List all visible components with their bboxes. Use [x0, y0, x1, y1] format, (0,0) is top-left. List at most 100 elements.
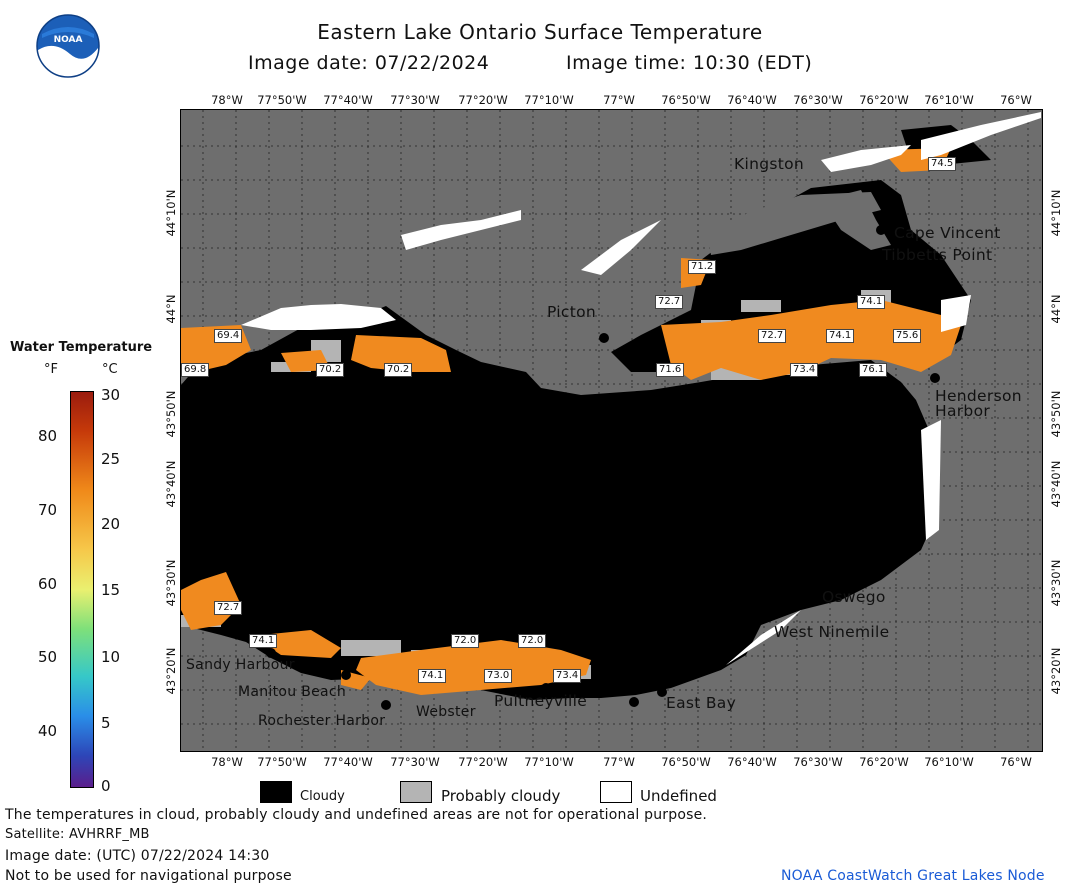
temp-label: 72.0 — [518, 634, 547, 648]
place-tibbetts-point: Tibbetts Point — [882, 246, 993, 264]
legend-cloudy-swatch — [260, 781, 292, 803]
legend-cloudy-label: Cloudy — [300, 789, 345, 804]
colorbar-tick-f: 50 — [38, 648, 58, 666]
temp-label: 71.6 — [656, 363, 685, 377]
colorbar-unit-c: °C — [102, 362, 118, 377]
longitude-label: 77°30'W — [390, 755, 440, 769]
place-picton: Picton — [547, 303, 597, 321]
temp-label: 76.1 — [859, 363, 888, 377]
place-west-ninemile: West Ninemile — [774, 623, 890, 641]
map-frame — [180, 109, 1043, 752]
lake-cloudy-area — [181, 306, 939, 700]
longitude-label: 77°40'W — [323, 755, 373, 769]
longitude-label: 77°20'W — [458, 93, 508, 107]
temp-label: 70.2 — [316, 363, 345, 377]
latitude-label: 44°10'N — [164, 189, 178, 237]
temp-label: 74.1 — [857, 295, 886, 309]
temp-label: 69.8 — [181, 363, 210, 377]
colorbar — [70, 391, 94, 788]
latitude-label: 44°N — [1049, 294, 1063, 324]
colorbar-tick-f: 70 — [38, 501, 58, 519]
logo-text: NOAA — [53, 35, 83, 45]
place-rochester-harbor: Rochester Harbor — [258, 713, 386, 729]
footer-utc-date: Image date: (UTC) 07/22/2024 14:30 — [5, 848, 270, 864]
colorbar-tick-c: 5 — [101, 714, 111, 732]
temp-label: 74.1 — [249, 634, 278, 648]
footer-disclaimer: The temperatures in cloud, probably clou… — [5, 807, 708, 823]
longitude-label: 76°30'W — [793, 93, 843, 107]
temp-label: 69.4 — [214, 329, 243, 343]
longitude-label: 76°20'W — [859, 93, 909, 107]
longitude-label: 78°W — [211, 755, 243, 769]
latitude-label: 43°30'N — [1049, 559, 1063, 607]
colorbar-tick-c: 15 — [101, 581, 121, 599]
latitude-label: 43°40'N — [1049, 460, 1063, 508]
footer-credit: NOAA CoastWatch Great Lakes Node — [781, 868, 1045, 884]
longitude-label: 76°50'W — [661, 755, 711, 769]
latitude-label: 43°50'N — [164, 390, 178, 438]
colorbar-tick-f: 60 — [38, 575, 58, 593]
place-pultneyville: Pultneyville — [494, 692, 588, 710]
longitude-label: 76°50'W — [661, 93, 711, 107]
colorbar-tick-c: 30 — [101, 386, 121, 404]
colorbar-tick-f: 40 — [38, 722, 58, 740]
place-henderson: Henderson — [935, 387, 1022, 405]
longitude-label: 77°50'W — [257, 755, 307, 769]
location-marker — [341, 670, 351, 680]
place-sandy-harbour: Sandy Harbour — [186, 657, 295, 673]
temp-label: 73.4 — [790, 363, 819, 377]
colorbar-tick-c: 10 — [101, 648, 121, 666]
location-marker — [657, 687, 667, 697]
longitude-label: 76°30'W — [793, 755, 843, 769]
temp-label: 73.4 — [553, 669, 582, 683]
legend-probably-cloudy-swatch — [400, 781, 432, 803]
image-time: Image time: 10:30 (EDT) — [566, 52, 813, 74]
place-cape-vincent: Cape Vincent — [894, 224, 1001, 242]
noaa-logo: NOAA — [36, 14, 100, 78]
temp-label: 71.2 — [688, 260, 717, 274]
longitude-label: 77°30'W — [390, 93, 440, 107]
image-date: Image date: 07/22/2024 — [248, 52, 490, 74]
temp-label: 74.5 — [928, 157, 957, 171]
temp-label: 72.7 — [758, 329, 787, 343]
footer-satellite: Satellite: AVHRRF_MB — [5, 827, 150, 842]
colorbar-tick-c: 0 — [101, 777, 111, 795]
longitude-label: 78°W — [211, 93, 243, 107]
legend-probably-cloudy-label: Probably cloudy — [441, 787, 561, 805]
longitude-label: 76°40'W — [727, 755, 777, 769]
temp-label: 72.7 — [655, 295, 684, 309]
map-canvas — [181, 110, 1042, 751]
place-oswego: Oswego — [822, 588, 886, 606]
longitude-label: 77°10'W — [524, 93, 574, 107]
latitude-label: 43°20'N — [1049, 647, 1063, 695]
longitude-label: 76°20'W — [859, 755, 909, 769]
location-marker — [541, 683, 551, 693]
longitude-label: 76°10'W — [924, 755, 974, 769]
longitude-label: 76°W — [1000, 93, 1032, 107]
location-marker — [599, 333, 609, 343]
temp-label: 72.7 — [214, 601, 243, 615]
place-manitou-beach: Manitou Beach — [238, 684, 347, 700]
location-marker — [876, 225, 886, 235]
latitude-label: 43°50'N — [1049, 390, 1063, 438]
page-title: Eastern Lake Ontario Surface Temperature — [317, 20, 763, 44]
longitude-label: 76°10'W — [924, 93, 974, 107]
place-east-bay: East Bay — [666, 694, 737, 712]
location-marker — [266, 648, 276, 658]
temp-label: 74.1 — [826, 329, 855, 343]
latitude-label: 43°20'N — [164, 647, 178, 695]
latitude-label: 44°10'N — [1049, 189, 1063, 237]
location-marker — [629, 697, 639, 707]
longitude-label: 77°W — [603, 93, 635, 107]
legend-undefined-swatch — [600, 781, 632, 803]
latitude-label: 43°30'N — [164, 559, 178, 607]
colorbar-tick-c: 25 — [101, 450, 121, 468]
temp-label: 73.0 — [484, 669, 513, 683]
footer-navigation-warning: Not to be used for navigational purpose — [5, 868, 292, 884]
temp-label: 74.1 — [418, 669, 447, 683]
temp-label: 72.0 — [451, 634, 480, 648]
longitude-label: 77°20'W — [458, 755, 508, 769]
place-harbor: Harbor — [935, 402, 991, 420]
latitude-label: 44°N — [164, 294, 178, 324]
colorbar-title: Water Temperature — [10, 340, 153, 355]
